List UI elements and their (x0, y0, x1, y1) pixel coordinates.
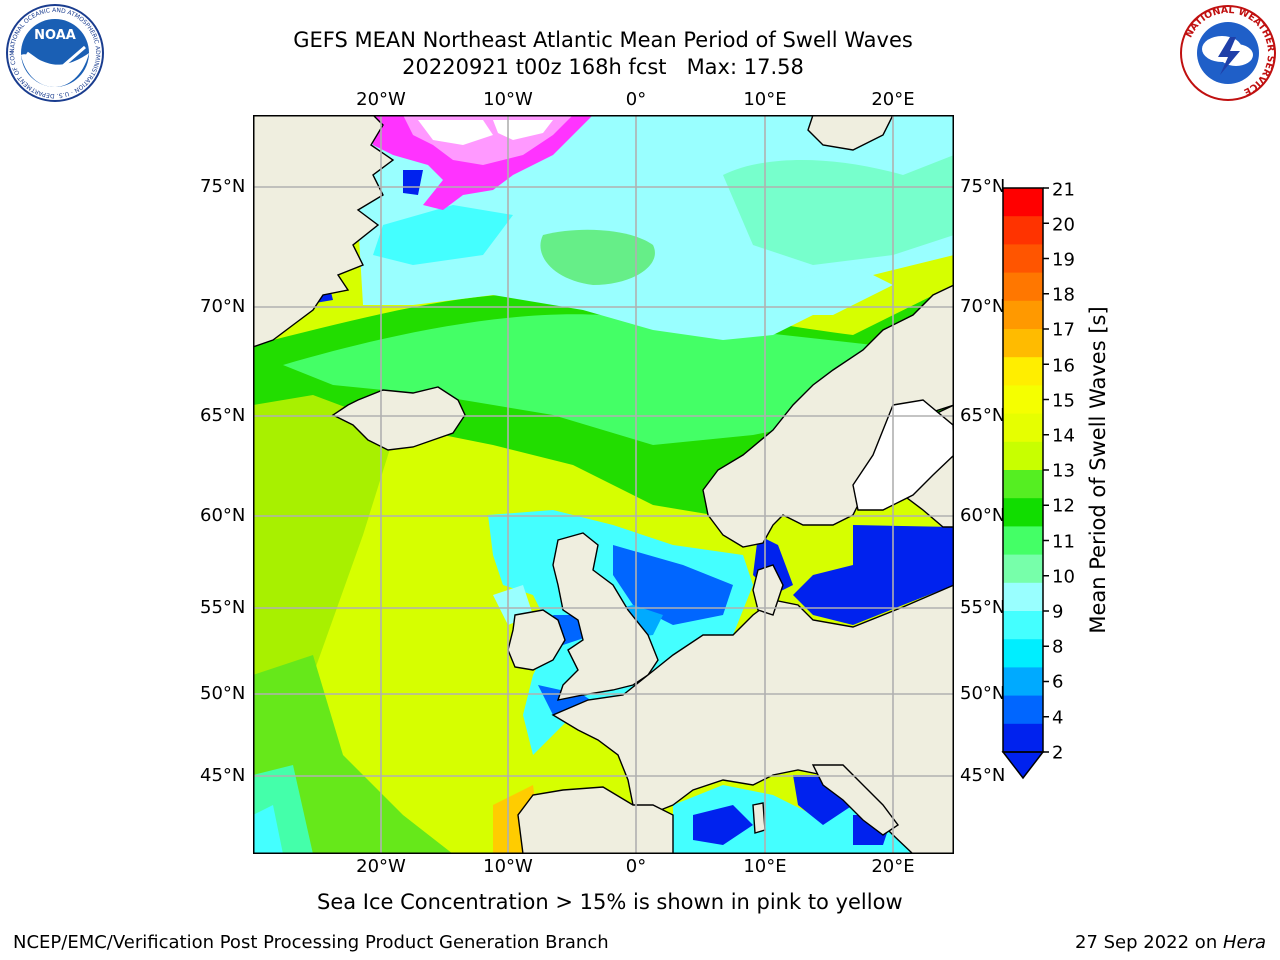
noaa-logo-text: NOAA (34, 28, 76, 43)
colorbar-cell (1003, 357, 1043, 386)
colorbar (1001, 187, 1049, 780)
colorbar-cell (1003, 385, 1043, 415)
colorbar-tick-label: 9 (1052, 601, 1064, 623)
colorbar-cell (1003, 639, 1043, 668)
lat-label-left: 65°N (200, 405, 246, 426)
colorbar-tick-label: 8 (1052, 636, 1064, 658)
colorbar-tick-label: 4 (1052, 707, 1064, 729)
chart-subtitle: 20220921 t00z 168h fcst Max: 17.58 (402, 55, 804, 79)
colorbar-tick-label: 11 (1052, 531, 1075, 553)
colorbar-tick-label: 20 (1052, 214, 1075, 236)
lat-label-right: 50°N (960, 683, 1006, 704)
lon-label-bottom: 20°E (871, 856, 915, 877)
noaa-logo: NATIONAL OCEANIC AND ATMOSPHERIC ADMINIS… (5, 3, 104, 102)
colorbar-tick-label: 10 (1052, 566, 1075, 588)
lat-label-left: 60°N (200, 505, 246, 526)
colorbar-cell (1003, 611, 1043, 640)
colorbar-cell (1003, 300, 1043, 330)
lat-label-right: 70°N (960, 296, 1006, 317)
colorbar-tick-label: 13 (1052, 460, 1075, 482)
graticule (253, 115, 954, 854)
colorbar-cell (1003, 413, 1043, 443)
sea-ice-note: Sea Ice Concentration > 15% is shown in … (317, 890, 903, 914)
colorbar-cell (1003, 498, 1043, 527)
lon-label-bottom: 0° (625, 856, 647, 877)
lon-label-bottom: 20°W (356, 856, 406, 877)
colorbar-tick-label: 12 (1052, 495, 1075, 517)
lon-label-top: 20°W (356, 89, 406, 110)
lat-label-left: 70°N (200, 296, 246, 317)
colorbar-tick-label: 18 (1052, 284, 1075, 306)
lat-label-left: 75°N (200, 176, 246, 197)
lat-label-right: 45°N (960, 765, 1006, 786)
colorbar-cell (1003, 216, 1043, 245)
date-text: 27 Sep 2022 on (1075, 932, 1223, 953)
lon-label-bottom: 10°E (743, 856, 787, 877)
colorbar-cell (1003, 667, 1043, 697)
colorbar-tick-label: 15 (1052, 390, 1075, 412)
colorbar-title: Mean Period of Swell Waves [s] (1086, 306, 1110, 634)
lon-label-bottom: 10°W (483, 856, 533, 877)
colorbar-cell (1003, 582, 1043, 612)
lat-label-right: 60°N (960, 505, 1006, 526)
colorbar-cell (1003, 272, 1043, 302)
lon-label-top: 20°E (871, 89, 915, 110)
colorbar-cell (1003, 470, 1043, 499)
lat-label-left: 50°N (200, 683, 246, 704)
machine-name: Hera (1222, 932, 1266, 953)
swell-period-map (253, 115, 954, 854)
lat-label-right: 75°N (960, 176, 1006, 197)
lat-label-left: 55°N (200, 597, 246, 618)
colorbar-tick-label: 16 (1052, 355, 1075, 377)
lat-label-right: 55°N (960, 597, 1006, 618)
lon-label-top: 0° (625, 89, 647, 110)
colorbar-tick-label: 2 (1052, 742, 1064, 764)
colorbar-cell (1003, 188, 1043, 217)
credit-line: NCEP/EMC/Verification Post Processing Pr… (13, 932, 609, 953)
colorbar-tick-label: 6 (1052, 671, 1064, 693)
colorbar-cell (1003, 244, 1043, 274)
lat-label-right: 65°N (960, 405, 1006, 426)
generation-date: 27 Sep 2022 on Hera (1075, 932, 1266, 953)
colorbar-cell (1003, 554, 1043, 584)
lon-label-top: 10°E (743, 89, 787, 110)
colorbar-cell (1003, 441, 1043, 471)
colorbar-tick-label: 17 (1052, 319, 1075, 341)
colorbar-cell (1003, 329, 1043, 358)
colorbar-cell (1003, 695, 1043, 725)
lat-label-left: 45°N (200, 765, 246, 786)
nws-logo: NATIONAL WEATHER SERVICE (1180, 5, 1276, 101)
chart-title: GEFS MEAN Northeast Atlantic Mean Period… (293, 28, 913, 52)
colorbar-cell (1003, 723, 1043, 753)
colorbar-tick-label: 21 (1052, 179, 1075, 201)
colorbar-cell (1003, 526, 1043, 556)
colorbar-tick-label: 19 (1052, 249, 1075, 271)
colorbar-tick-label: 14 (1052, 425, 1075, 447)
lon-label-top: 10°W (483, 89, 533, 110)
